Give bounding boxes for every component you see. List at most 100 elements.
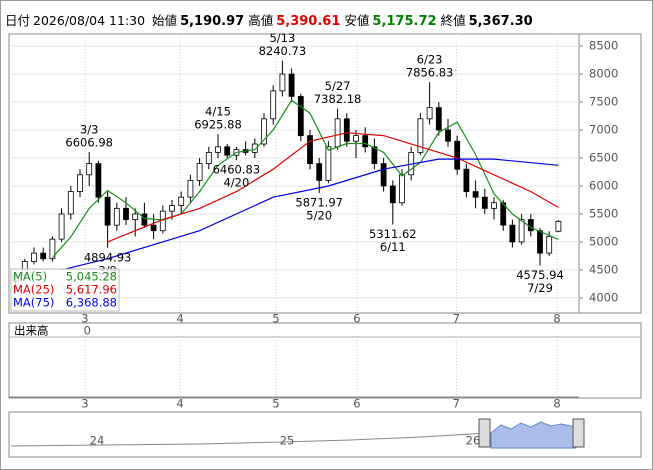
candle-body: [215, 146, 221, 153]
candle-body: [316, 163, 323, 181]
candle-body: [132, 213, 139, 220]
candle-body: [463, 168, 470, 192]
candle-body: [518, 219, 525, 243]
candle-body: [399, 174, 405, 204]
y-tick-label: 6500: [589, 151, 618, 165]
candle-body: [95, 163, 102, 198]
annotation-value: 7382.18: [314, 92, 362, 106]
candle-body: [279, 73, 286, 92]
candle-body: [261, 118, 267, 145]
annotation-date: 6/23: [417, 53, 443, 67]
moving-average-line: [61, 158, 559, 271]
x-tick-label: 5: [272, 397, 279, 411]
y-tick-label: 8500: [589, 39, 618, 53]
candle-body: [251, 143, 258, 153]
candle-body: [445, 129, 451, 142]
candle-body: [334, 118, 341, 148]
quote-value: 5,175.72: [372, 14, 437, 29]
x-tick-label: 7: [453, 397, 460, 411]
candle-body: [196, 163, 203, 181]
candle-body: [86, 163, 93, 176]
annotation-value: 6606.98: [65, 136, 113, 150]
candle-body: [537, 230, 543, 254]
candle-body: [527, 219, 534, 232]
date-label: 日付: [5, 13, 31, 28]
candle-body: [389, 185, 396, 204]
main-panel: [8, 33, 642, 314]
legend-name: MA(25): [13, 283, 54, 297]
volume-value: 0: [84, 324, 91, 338]
navigator-label: 25: [280, 434, 295, 448]
candle-body: [371, 146, 378, 164]
quote-value: 5,367.30: [468, 14, 533, 29]
candle-body: [426, 107, 433, 120]
y-tick-label: 5000: [589, 234, 618, 248]
navigator-handle-left[interactable]: [478, 418, 491, 448]
x-tick-label: 4: [176, 397, 183, 411]
volume-panel: [8, 322, 642, 399]
candle-body: [555, 220, 562, 232]
quote-value: 5,190.97: [180, 14, 245, 29]
legend-name: MA(75): [13, 296, 54, 310]
y-tick-label: 4000: [589, 290, 618, 304]
annotation-value: 4894.93: [84, 250, 132, 264]
annotation-value: 5871.97: [295, 196, 343, 210]
candle-body: [481, 196, 488, 209]
navigator-selection: [490, 421, 577, 449]
x-tick-label: 8: [553, 397, 560, 411]
y-tick-label: 7500: [589, 95, 618, 109]
navigator-label: 24: [90, 434, 105, 448]
candle-body: [58, 213, 65, 240]
quote-header: 日付 2026/08/04 11:30 始値 5,190.97 高値 5,390.61 安…: [5, 10, 537, 29]
candle-body: [353, 135, 359, 142]
candle-body: [500, 202, 507, 226]
candle-body: [104, 196, 111, 226]
candle-body: [169, 205, 175, 212]
annotation-value: 4575.94: [516, 268, 564, 282]
moving-average-line: [107, 132, 559, 243]
y-tick-label: 8000: [589, 67, 618, 81]
y-tick-label: 5500: [589, 206, 618, 220]
annotation-date: 5/27: [325, 79, 351, 93]
candle-body: [435, 107, 442, 131]
candle-body: [491, 202, 497, 209]
navigator-panel: [8, 411, 642, 458]
navigator-handle-right[interactable]: [572, 418, 585, 448]
candle-body: [141, 213, 148, 226]
annotation-value: 7856.83: [406, 66, 454, 80]
candle-body: [417, 118, 424, 153]
quote-label: 高値: [248, 13, 274, 28]
annotation-date: 6/11: [380, 240, 406, 254]
x-tick-label: 6: [353, 312, 360, 326]
legend-name: MA(5): [13, 270, 47, 284]
x-tick-label: 5: [272, 312, 279, 326]
candle-body: [187, 179, 194, 198]
candle-body: [150, 224, 157, 232]
candle-body: [270, 90, 277, 120]
x-tick-label: 3: [81, 397, 88, 411]
annotation-date: 7/29: [527, 281, 553, 295]
moving-average-line: [51, 99, 559, 258]
annotation-value: 5311.62: [369, 227, 417, 241]
volume-label: 出来高: [14, 324, 49, 338]
candle-body: [67, 191, 74, 215]
candle-body: [325, 146, 332, 181]
annotation-value: 6460.83: [213, 163, 261, 177]
legend-value: 5,045.28: [66, 270, 117, 284]
candle-body: [546, 235, 553, 254]
candle-body: [40, 252, 47, 260]
candle-body: [509, 224, 516, 243]
annotation-date: 3/3: [80, 123, 99, 137]
candle-body: [343, 118, 350, 142]
candle-body: [205, 152, 212, 164]
datetime: 2026/08/04 11:30: [33, 13, 146, 28]
plot-layer: [9, 34, 579, 397]
x-tick-label: 3: [81, 312, 88, 326]
candle-body: [288, 73, 295, 97]
x-tick-label: 7: [453, 312, 460, 326]
legend-box: [10, 268, 120, 312]
candle-body: [297, 96, 304, 137]
navigator-history: [10, 432, 492, 447]
